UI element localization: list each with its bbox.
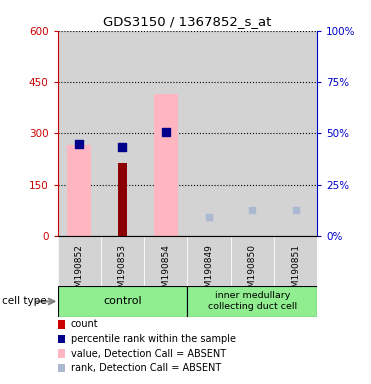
- Text: GSM190851: GSM190851: [291, 244, 300, 299]
- Bar: [274, 236, 317, 286]
- Bar: [58, 286, 187, 317]
- Title: GDS3150 / 1367852_s_at: GDS3150 / 1367852_s_at: [103, 15, 272, 28]
- Text: cell type: cell type: [2, 296, 46, 306]
- Point: [119, 144, 125, 150]
- Point: [293, 207, 299, 214]
- Bar: [187, 31, 231, 236]
- Bar: [187, 286, 317, 317]
- Text: percentile rank within the sample: percentile rank within the sample: [71, 334, 236, 344]
- Bar: [101, 236, 144, 286]
- Bar: [154, 94, 178, 236]
- Point: [206, 214, 212, 220]
- Text: control: control: [103, 296, 142, 306]
- Bar: [67, 146, 91, 236]
- Bar: [187, 236, 231, 286]
- Bar: [144, 31, 187, 236]
- Text: inner medullary
collecting duct cell: inner medullary collecting duct cell: [208, 291, 297, 311]
- Bar: [101, 31, 144, 236]
- Text: GSM190853: GSM190853: [118, 244, 127, 299]
- Bar: [231, 236, 274, 286]
- Text: GSM190854: GSM190854: [161, 244, 170, 298]
- Text: count: count: [71, 319, 99, 329]
- Bar: [274, 31, 317, 236]
- Bar: [58, 236, 101, 286]
- Text: rank, Detection Call = ABSENT: rank, Detection Call = ABSENT: [71, 363, 221, 373]
- Text: GSM190852: GSM190852: [75, 244, 83, 298]
- Bar: [144, 236, 187, 286]
- Point: [76, 141, 82, 147]
- Text: GSM190850: GSM190850: [248, 244, 257, 299]
- Text: value, Detection Call = ABSENT: value, Detection Call = ABSENT: [71, 349, 226, 359]
- Point: [163, 129, 169, 135]
- Bar: [58, 31, 101, 236]
- Bar: [231, 31, 274, 236]
- Text: GSM190849: GSM190849: [204, 244, 213, 298]
- Bar: [118, 162, 127, 236]
- Point: [249, 207, 255, 214]
